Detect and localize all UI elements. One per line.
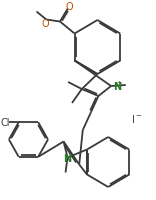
- Text: −: −: [136, 112, 141, 118]
- Text: N: N: [113, 82, 121, 92]
- Text: I: I: [132, 114, 135, 124]
- Text: O: O: [66, 1, 73, 11]
- Text: +: +: [117, 80, 122, 85]
- Text: Cl: Cl: [0, 118, 10, 128]
- Text: O: O: [41, 19, 49, 29]
- Text: N: N: [63, 154, 72, 164]
